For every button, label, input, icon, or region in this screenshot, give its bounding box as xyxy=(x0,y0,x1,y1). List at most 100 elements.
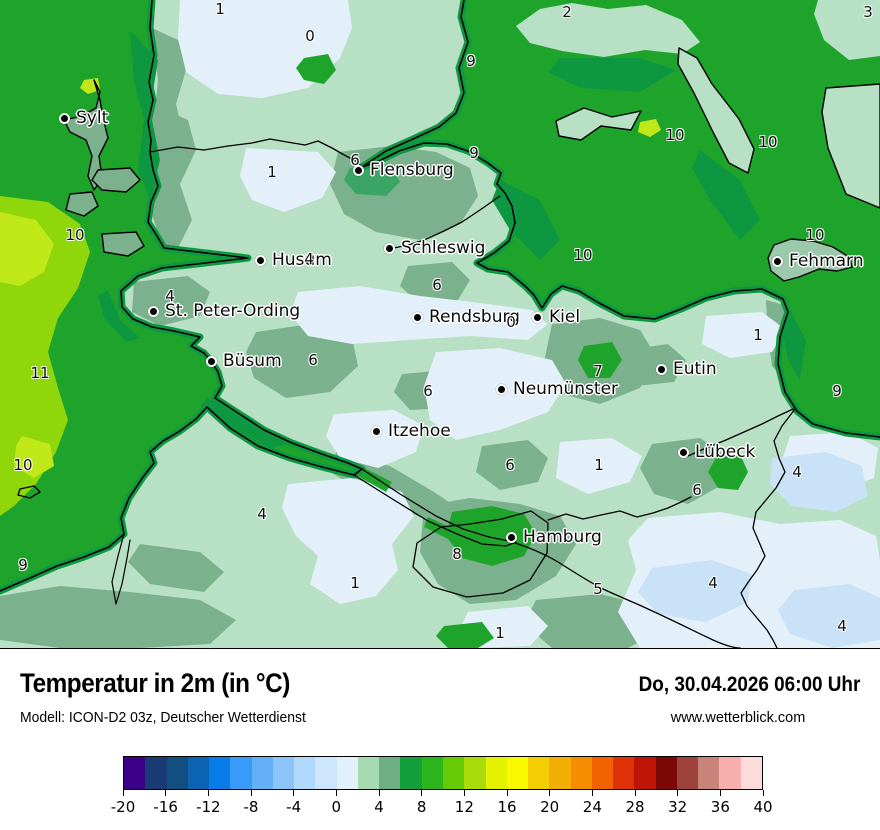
colorbar-segment xyxy=(315,757,337,789)
city-marker-schleswig: Schleswig xyxy=(384,238,486,258)
land-patches-green xyxy=(296,54,748,648)
colorbar-tick-label: -8 xyxy=(243,798,259,816)
city-label: Flensburg xyxy=(370,160,454,180)
city-dot-icon xyxy=(384,242,395,254)
colorbar-tick xyxy=(762,790,764,796)
colorbar-tick-label: 12 xyxy=(454,798,474,816)
city-dot-icon xyxy=(255,254,266,266)
temp-value: 6 xyxy=(432,276,442,294)
temp-value: 11 xyxy=(30,364,50,382)
city-marker-eutin: Eutin xyxy=(656,359,717,379)
city-label: Lübeck xyxy=(695,442,756,462)
colorbar-tick xyxy=(506,790,508,796)
city-marker-hamburg: Hamburg xyxy=(506,527,602,547)
city-label: Husum xyxy=(272,250,332,270)
colorbar-tick-label: -16 xyxy=(153,798,178,816)
colorbar-segment xyxy=(294,757,316,789)
city-marker-rendsburg: Rendsburg xyxy=(412,307,520,327)
city-label: St. Peter-Ording xyxy=(165,301,301,321)
colorbar-segment xyxy=(272,757,295,789)
city-dot-icon xyxy=(148,305,159,317)
colorbar-segment xyxy=(464,757,486,789)
city-label: Büsum xyxy=(223,351,282,371)
city-marker-kiel: Kiel xyxy=(532,307,581,327)
colorbar-tick-label: -12 xyxy=(196,798,221,816)
temp-value: 6 xyxy=(692,481,702,499)
temp-value: 1 xyxy=(594,456,604,474)
islands xyxy=(17,0,880,499)
city-marker-b-sum: Büsum xyxy=(206,351,282,371)
temp-value: 4 xyxy=(837,617,847,635)
colorbar-tick-label: 40 xyxy=(753,798,773,816)
city-marker-itzehoe: Itzehoe xyxy=(371,421,451,441)
colorbar-tick-label: 16 xyxy=(497,798,517,816)
colorbar-segment xyxy=(634,757,656,789)
city-label: Schleswig xyxy=(401,238,486,258)
temp-value: 1 xyxy=(753,326,763,344)
temp-value: 9 xyxy=(18,556,28,574)
colorbar-segment xyxy=(187,757,210,789)
colorbar-tick-label: 36 xyxy=(710,798,730,816)
city-marker-st-peter-ording: St. Peter-Ording xyxy=(148,301,301,321)
temp-value: 9 xyxy=(832,382,842,400)
city-label: Itzehoe xyxy=(388,421,451,441)
colorbar-tick xyxy=(634,790,636,796)
colorbar-segment xyxy=(166,757,188,789)
city-dot-icon xyxy=(656,363,667,375)
city-label: Kiel xyxy=(549,307,581,327)
temp-value: 8 xyxy=(452,545,462,563)
temp-value: 10 xyxy=(573,246,593,264)
city-marker-sylt: Sylt xyxy=(59,108,109,128)
temp-value: 10 xyxy=(665,126,685,144)
colorbar-tick xyxy=(165,790,167,796)
colorbar-segment xyxy=(676,757,699,789)
temp-value: 1 xyxy=(267,163,277,181)
colorbar-segment xyxy=(145,757,167,789)
temp-value: 5 xyxy=(593,580,603,598)
city-dot-icon xyxy=(532,311,543,323)
colorbar-segment xyxy=(442,757,465,789)
colorbar-tick-label: -4 xyxy=(286,798,302,816)
model-info: Modell: ICON-D2 03z, Deutscher Wetterdie… xyxy=(20,709,306,726)
sea-yellowgreen-patches xyxy=(0,78,880,516)
colorbar-segment xyxy=(379,757,401,789)
colorbar-segment xyxy=(357,757,380,789)
temp-value: 9 xyxy=(469,144,479,162)
land-patches-lightblue xyxy=(638,452,880,648)
colorbar-segment xyxy=(613,757,635,789)
colorbar-segment xyxy=(400,757,422,789)
city-dot-icon xyxy=(353,164,364,176)
temp-value: 10 xyxy=(13,456,33,474)
colorbar-tick xyxy=(122,790,124,796)
colorbar-segment xyxy=(655,757,677,789)
colorbar-tick-label: -20 xyxy=(110,798,136,816)
colorbar-segment xyxy=(485,757,507,789)
colorbar-segment xyxy=(124,757,146,789)
map-graphic xyxy=(0,0,880,648)
temp-value: 9 xyxy=(466,52,476,70)
temp-value: 4 xyxy=(165,287,175,305)
temp-value: 1 xyxy=(495,624,505,642)
city-dot-icon xyxy=(506,531,517,543)
temp-value: 6 xyxy=(423,382,433,400)
colorbar-tick xyxy=(421,790,423,796)
temp-value: 3 xyxy=(863,3,873,21)
footer: Temperatur in 2m (in °C) Do, 30.04.2026 … xyxy=(0,649,880,830)
temp-value: 0 xyxy=(506,313,516,331)
city-marker-flensburg: Flensburg xyxy=(353,160,454,180)
colorbar-tick xyxy=(549,790,551,796)
city-label: Rendsburg xyxy=(429,307,520,327)
colorbar-segment xyxy=(421,757,443,789)
temperature-map: Sylt Flensburg Schleswig Husum Fehmarn St. Pe… xyxy=(0,0,880,649)
colorbar-ticks: -20 -16 -12 -8 -4 0 4 8 12 16 20 24 28 32 36 40 xyxy=(111,790,773,830)
city-dot-icon xyxy=(59,112,70,124)
city-dot-icon xyxy=(678,446,689,458)
colorbar-segment xyxy=(719,757,741,789)
website-url: www.wetterblick.com xyxy=(670,710,806,726)
coastlines xyxy=(0,0,880,595)
temp-value: 10 xyxy=(805,226,825,244)
colorbar-segment xyxy=(251,757,273,789)
colorbar-tick xyxy=(591,790,593,796)
colorbar-tick xyxy=(719,790,721,796)
city-label: Sylt xyxy=(76,108,109,128)
